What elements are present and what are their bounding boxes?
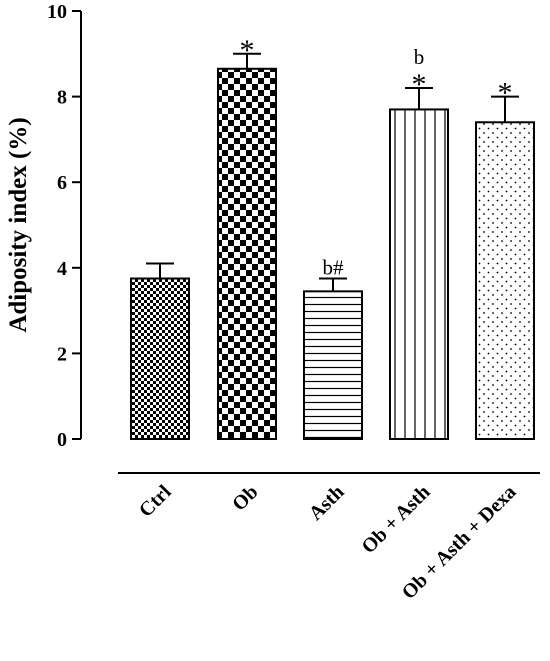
y-tick-label: 0 <box>57 429 67 451</box>
y-tick-label: 2 <box>57 343 67 365</box>
bar-ob <box>217 67 277 440</box>
bar-ob-asth <box>389 108 449 440</box>
bar-ob-asth-dexa <box>475 121 535 440</box>
significance-star: * <box>240 34 255 67</box>
x-tick-label: Ctrl <box>135 481 176 522</box>
bars: *b#*b* <box>130 34 535 440</box>
significance-star: * <box>498 77 513 110</box>
y-tick-label: 6 <box>57 172 67 194</box>
y-axis: 0 2 4 6 8 10 <box>47 1 82 451</box>
x-tick-label: Asth <box>305 481 349 525</box>
x-tick-label: Ob <box>228 481 262 515</box>
bar-ctrl <box>130 277 190 440</box>
x-tick-label: Ob + Asth <box>357 481 434 558</box>
significance-label: b <box>414 45 425 69</box>
significance-label: b# <box>323 256 345 280</box>
y-tick-label: 8 <box>57 87 67 109</box>
bar-asth <box>303 290 363 440</box>
y-tick-label: 4 <box>57 258 67 280</box>
y-tick-label: 10 <box>47 1 67 23</box>
y-axis-title: Adiposity index (%) <box>5 117 32 332</box>
y-ticks: 0 2 4 6 8 10 <box>47 1 81 451</box>
significance-star: * <box>412 68 427 101</box>
